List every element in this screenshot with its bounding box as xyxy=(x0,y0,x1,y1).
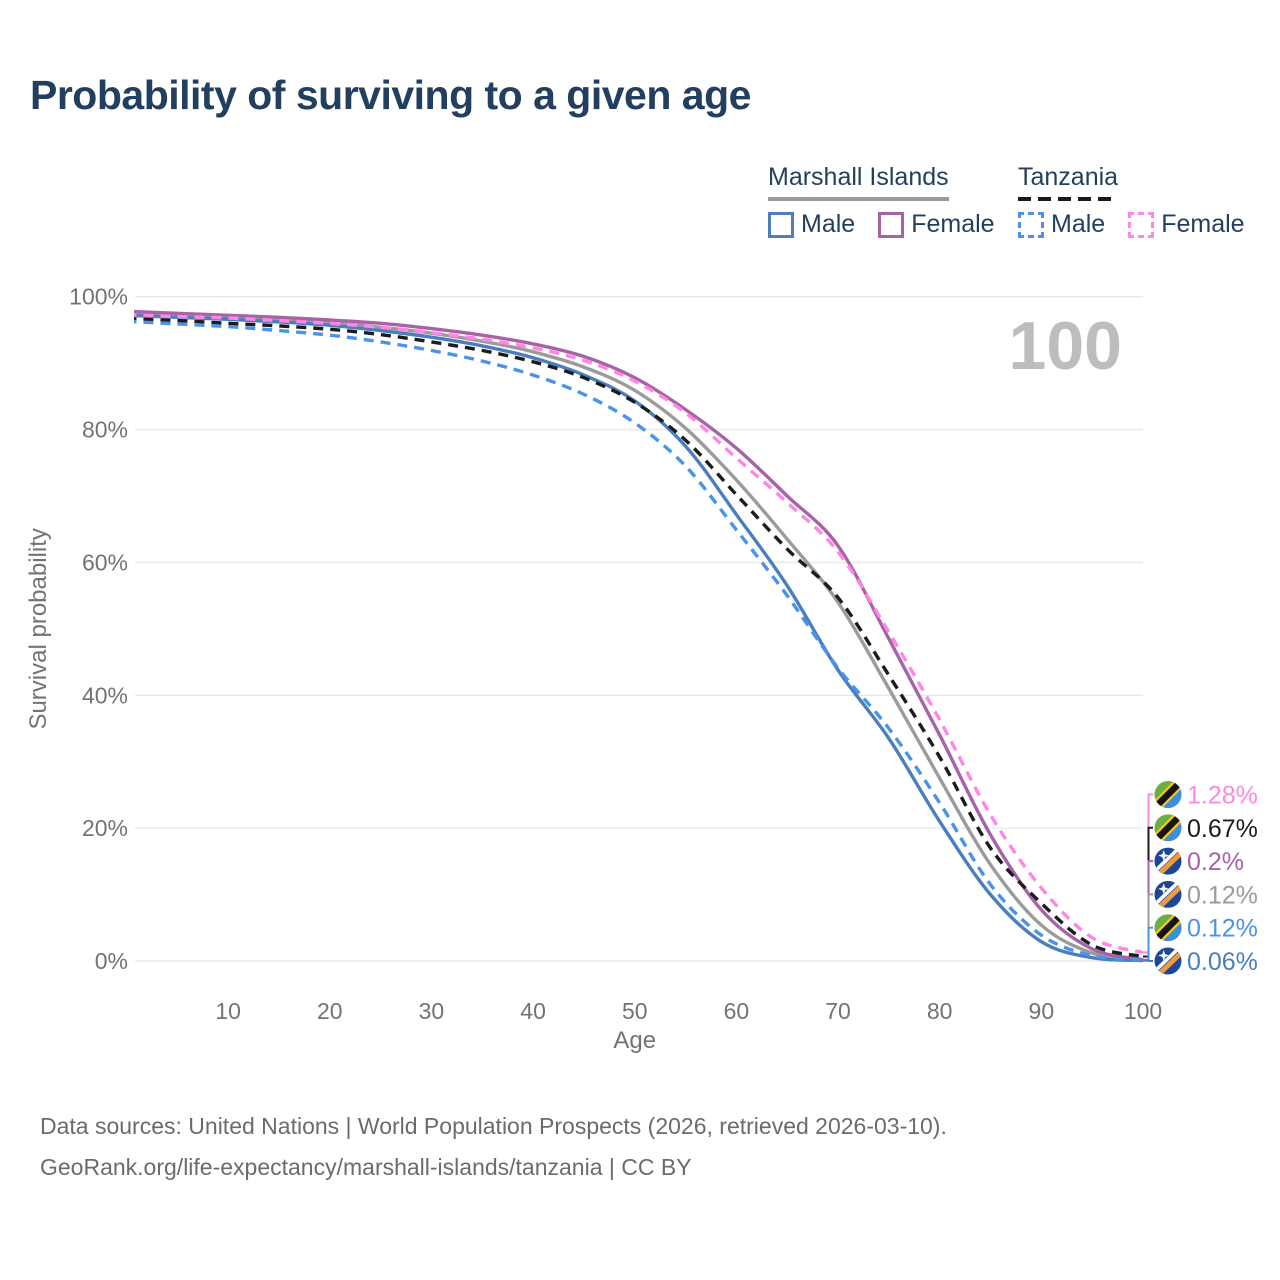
legend-item-label: Female xyxy=(911,210,995,238)
x-tick-label: 60 xyxy=(724,998,750,1024)
series-line-tz_female xyxy=(134,313,1144,955)
leader-line xyxy=(1143,926,1153,962)
footer: Data sources: United Nations | World Pop… xyxy=(40,1106,947,1188)
y-tick-label: 60% xyxy=(82,549,128,575)
x-tick-label: 30 xyxy=(419,998,445,1024)
x-tick-label: 90 xyxy=(1029,998,1055,1024)
y-tick-label: 100% xyxy=(69,284,128,310)
x-tick-label: 70 xyxy=(825,998,851,1024)
legend-item-label: Male xyxy=(801,210,856,238)
tanzania-female-checkbox[interactable] xyxy=(1128,211,1155,238)
attribution-line: GeoRank.org/life-expectancy/marshall-isl… xyxy=(40,1154,692,1180)
x-tick-label: 100 xyxy=(1124,998,1162,1024)
age-watermark: 100 xyxy=(1009,308,1122,384)
end-value-label: 0.2% xyxy=(1187,848,1244,876)
series-line-mi_total xyxy=(134,311,1144,962)
legend-group-title: Marshall Islands xyxy=(768,163,949,191)
tanzania-flag-icon xyxy=(1154,781,1182,808)
x-tick-label: 80 xyxy=(927,998,953,1024)
marshall-islands-flag-icon xyxy=(1154,847,1182,875)
series-line-mi_male xyxy=(134,313,1144,963)
tanzania-male-checkbox[interactable] xyxy=(1018,211,1044,238)
y-tick-label: 0% xyxy=(95,948,128,974)
tanzania-flag-icon xyxy=(1154,814,1182,842)
x-tick-label: 50 xyxy=(622,998,648,1024)
marshall-islands-flag-icon xyxy=(1154,947,1182,975)
solid-line-sample xyxy=(768,197,949,201)
tanzania-flag-icon xyxy=(1154,914,1182,942)
x-tick-label: 40 xyxy=(520,998,546,1024)
legend-group-tanzania: Tanzania Male Female xyxy=(1018,163,1245,239)
y-tick-label: 20% xyxy=(82,815,128,841)
marshall-male-checkbox[interactable] xyxy=(768,211,794,238)
end-value-label: 0.12% xyxy=(1187,915,1258,943)
legend-group-title: Tanzania xyxy=(1018,163,1119,191)
legend-item-label: Female xyxy=(1161,210,1245,238)
legend-item-tanzania-male[interactable]: Male xyxy=(1018,210,1105,239)
marshall-islands-flag-icon xyxy=(1154,880,1182,908)
end-value-label: 1.28% xyxy=(1187,782,1258,810)
end-value-label: 0.06% xyxy=(1187,948,1258,976)
marshall-female-checkbox[interactable] xyxy=(878,211,905,238)
x-tick-label: 10 xyxy=(215,998,241,1024)
data-sources-line: Data sources: United Nations | World Pop… xyxy=(40,1113,947,1139)
legend-item-marshall-male[interactable]: Male xyxy=(768,210,855,239)
legend-item-marshall-female[interactable]: Female xyxy=(878,210,995,239)
y-axis-title: Survival probability xyxy=(25,528,52,729)
legend-group-marshall-islands: Marshall Islands Male Female xyxy=(768,163,995,239)
y-tick-label: 40% xyxy=(82,682,128,708)
x-tick-label: 20 xyxy=(317,998,343,1024)
x-axis-title: Age xyxy=(613,1027,656,1054)
series-line-mi_female xyxy=(134,309,1144,962)
y-tick-label: 80% xyxy=(82,417,128,443)
legend-item-label: Male xyxy=(1051,210,1106,238)
series-line-tz_male xyxy=(134,319,1144,962)
legend-item-tanzania-female[interactable]: Female xyxy=(1128,210,1245,239)
page-title: Probability of surviving to a given age xyxy=(30,72,751,118)
series-line-tz_total xyxy=(134,317,1144,959)
end-value-label: 0.67% xyxy=(1187,815,1258,843)
end-value-label: 0.12% xyxy=(1187,881,1258,909)
dashed-line-sample xyxy=(1018,197,1119,201)
